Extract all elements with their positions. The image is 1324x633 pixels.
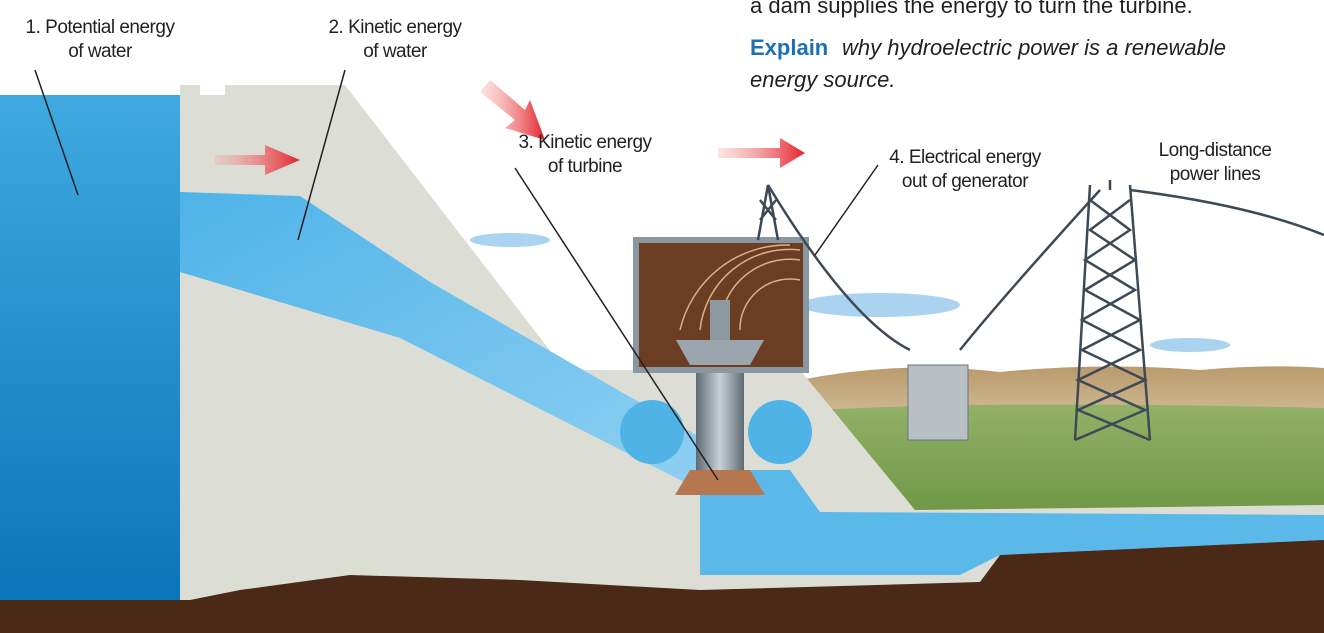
keyword: Explain	[750, 35, 828, 60]
hydro-diagram: 1. Potential energy of water 2. Kinetic …	[0, 0, 1324, 633]
label-line: 2. Kinetic energy	[328, 17, 462, 38]
label-line: out of generator	[902, 171, 1029, 192]
label-line: power lines	[1170, 164, 1261, 185]
scenery	[0, 70, 1324, 633]
caption-line: a dam supplies the energy to turn the tu…	[750, 0, 1193, 18]
label-line: 3. Kinetic energy	[518, 132, 652, 153]
label-line: of water	[68, 41, 133, 62]
label-line: of turbine	[548, 156, 622, 177]
prompt-line: why hydroelectric power is a renewable	[842, 35, 1226, 60]
label-line: of water	[363, 41, 428, 62]
prompt-line: energy source.	[750, 67, 896, 92]
label-line: 4. Electrical energy	[889, 147, 1042, 168]
label-line: Long-distance	[1159, 140, 1272, 161]
caption: a dam supplies the energy to turn the tu…	[750, 0, 1226, 92]
label-line: 1. Potential energy	[26, 17, 176, 38]
